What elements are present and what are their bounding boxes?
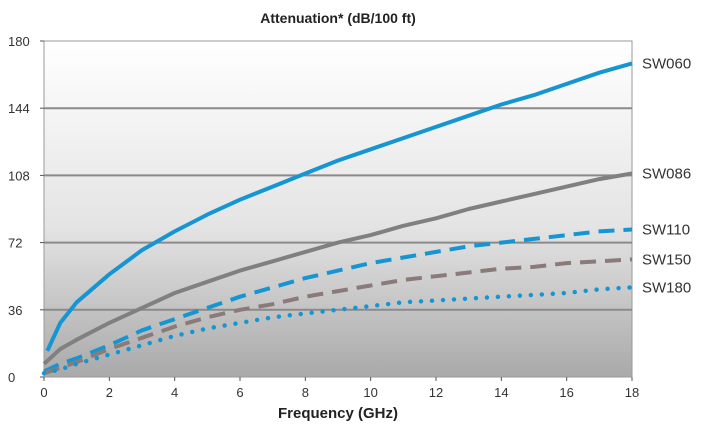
x-tick-label: 14 xyxy=(494,385,508,400)
x-tick-label: 16 xyxy=(559,385,573,400)
x-tick-label: 0 xyxy=(40,385,47,400)
series-label-sw180: SW180 xyxy=(642,279,691,296)
y-tick-label: 180 xyxy=(8,34,30,49)
series-line-sw086 xyxy=(42,171,633,366)
x-tick-label: 10 xyxy=(363,385,377,400)
chart-title: Attenuation* (dB/100 ft) xyxy=(260,10,416,26)
series-line-sw150 xyxy=(43,257,633,376)
x-tick-label: 12 xyxy=(429,385,443,400)
series-group xyxy=(41,61,635,376)
y-axis-ticks: 0 36 72 108 144 180 xyxy=(8,34,44,385)
x-axis-ticks: 0 2 4 6 8 10 12 14 16 18 xyxy=(40,377,639,400)
series-line-sw180 xyxy=(41,285,635,376)
x-tick-label: 2 xyxy=(106,385,113,400)
y-tick-label: 144 xyxy=(8,101,30,116)
y-tick-label: 108 xyxy=(8,168,30,183)
x-axis-title: Frequency (GHz) xyxy=(278,405,398,422)
y-tick-label: 72 xyxy=(8,236,22,251)
series-label-sw086: SW086 xyxy=(642,166,691,183)
x-tick-label: 6 xyxy=(236,385,243,400)
series-line-sw060 xyxy=(45,61,633,352)
series-labels: SW060 SW086 SW110 SW150 SW180 xyxy=(642,55,691,296)
x-tick-label: 8 xyxy=(302,385,309,400)
series-label-sw060: SW060 xyxy=(642,55,691,72)
series-line-sw110 xyxy=(43,227,633,374)
y-tick-label: 0 xyxy=(8,370,15,385)
series-label-sw110: SW110 xyxy=(642,222,690,239)
y-tick-label: 36 xyxy=(8,303,22,318)
x-tick-label: 18 xyxy=(625,385,639,400)
x-tick-label: 4 xyxy=(171,385,178,400)
series-label-sw150: SW150 xyxy=(642,251,691,268)
